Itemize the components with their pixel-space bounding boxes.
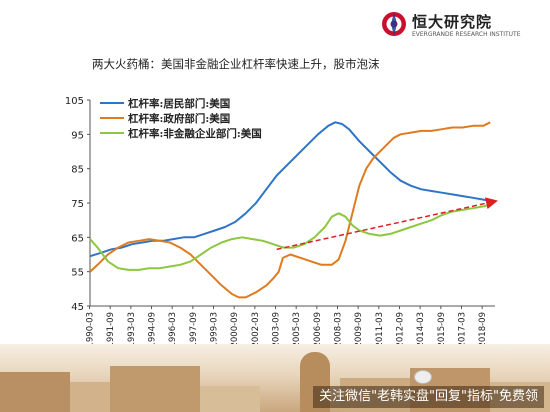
y-tick-label: 65 [71, 233, 84, 244]
brand-name: 恒大研究院 [412, 13, 493, 31]
x-tick-label: 2017-03 [457, 312, 467, 344]
footer-banner-image: 关注微信"老韩实盘"回复"指标"免费领 [0, 344, 550, 412]
x-tick-label: 2005-03 [292, 312, 302, 344]
legend-label-2: 杠杆率:非金融企业部门:美国 [128, 127, 262, 140]
y-tick-label: 105 [65, 96, 84, 107]
x-tick-label: 1990-03 [86, 312, 96, 344]
x-tick-label: 1999-03 [210, 312, 220, 344]
x-tick-label: 1996-03 [168, 312, 178, 344]
brand-header: 恒大研究院 EVERGRANDE RESEARCH INSTITUTE [380, 6, 540, 44]
evergrande-logo-icon [382, 12, 406, 36]
series-line-1 [89, 121, 491, 299]
x-tick-label: 2015-09 [437, 312, 447, 344]
legend-label-1: 杠杆率:政府部门:美国 [128, 112, 230, 125]
x-tick-label: 2018-09 [478, 312, 488, 344]
x-tick-label: 1997-09 [189, 312, 199, 344]
brand-subtitle: EVERGRANDE RESEARCH INSTITUTE [412, 31, 521, 38]
x-tick-label: 1991-09 [106, 312, 116, 344]
y-axis-ticks: 45 55 65 75 85 95 105 [65, 96, 90, 313]
trend-arrow-annotation [276, 197, 498, 251]
y-tick-label: 45 [71, 302, 84, 313]
page-title: 两大火药桶：美国非金融企业杠杆率快速上升，股市泡沫 [92, 57, 380, 71]
x-tick-label: 2011-03 [375, 312, 385, 344]
x-tick-label: 2014-03 [416, 312, 426, 344]
y-tick-label: 55 [71, 268, 84, 279]
series-lines [89, 121, 491, 299]
x-axis-ticks: 1990-03 1991-09 1993-03 1994-09 1996-03 1997-… [86, 306, 488, 344]
x-tick-label: 1994-09 [148, 312, 158, 344]
x-tick-label: 2009-09 [354, 312, 364, 344]
x-tick-label: 2002-03 [251, 312, 261, 344]
x-tick-label: 2006-09 [313, 312, 323, 344]
x-tick-label: 2000-09 [230, 312, 240, 344]
wechat-icon [414, 370, 432, 384]
y-tick-label: 85 [71, 165, 84, 176]
promo-watermark: 关注微信"老韩实盘"回复"指标"免费领 [313, 386, 544, 408]
y-tick-label: 75 [71, 199, 84, 210]
x-tick-label: 2008-03 [334, 312, 344, 344]
x-tick-label: 2012-09 [395, 312, 405, 344]
y-tick-label: 95 [71, 130, 84, 141]
dashed-trend-arrow [276, 197, 498, 251]
series-line-2 [89, 203, 491, 271]
legend-label-0: 杠杆率:居民部门:美国 [128, 97, 230, 110]
series-line-0 [89, 121, 491, 258]
x-tick-label: 2003-09 [272, 312, 282, 344]
x-tick-label: 1993-03 [127, 312, 137, 344]
